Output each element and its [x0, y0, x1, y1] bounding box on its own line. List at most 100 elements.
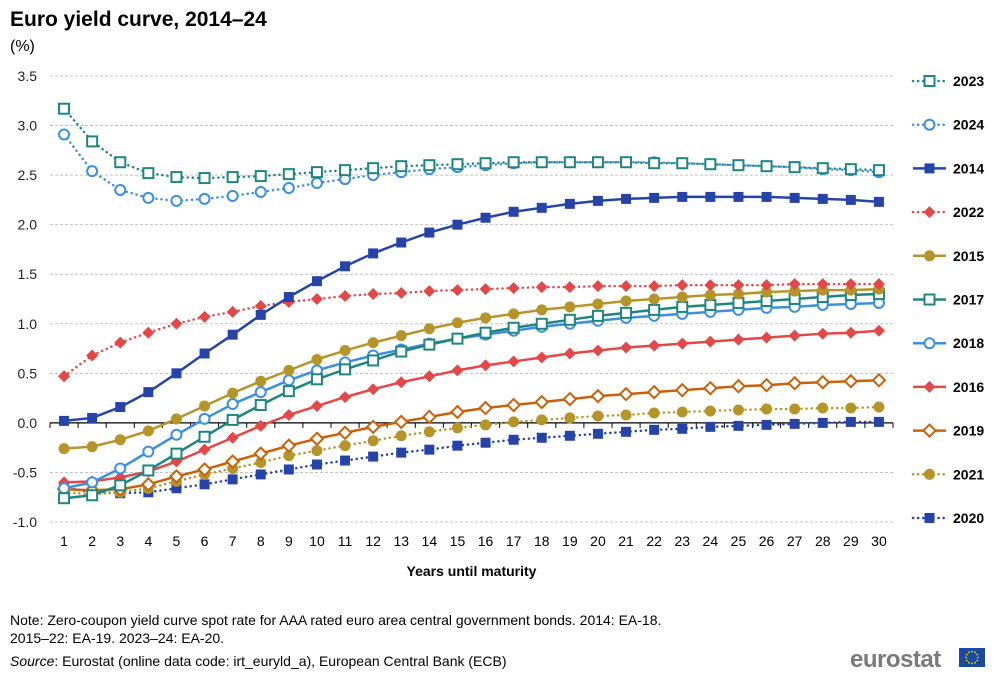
data-point-2019 [421, 409, 437, 425]
data-point-2020 [480, 437, 491, 448]
data-point-2015 [114, 434, 126, 446]
data-point-2018 [170, 428, 183, 441]
data-point-2016 [872, 324, 885, 337]
data-point-2017 [86, 489, 99, 502]
y-tick-label: 2.0 [18, 217, 38, 233]
data-point-2019 [534, 394, 550, 410]
data-point-2015 [283, 364, 295, 376]
data-point-2015 [451, 317, 463, 329]
data-point-2016 [423, 370, 436, 383]
legend-label: 2015 [953, 248, 984, 264]
data-point-2023 [620, 156, 633, 169]
data-point-2014 [199, 348, 210, 359]
data-point-2014 [311, 276, 322, 287]
legend-label: 2014 [953, 160, 984, 176]
data-point-2023 [310, 166, 323, 179]
legend-label: 2018 [953, 335, 984, 351]
data-point-2022 [620, 280, 633, 293]
data-point-2014 [677, 191, 688, 202]
data-point-2024 [58, 128, 71, 141]
data-point-2016 [732, 333, 745, 346]
legend-label: 2023 [953, 73, 984, 89]
data-point-2015 [648, 293, 660, 305]
data-point-2019 [815, 374, 831, 390]
data-point-2018 [198, 412, 211, 425]
data-point-2024 [142, 191, 155, 204]
data-point-2020 [227, 474, 238, 485]
data-point-2022 [760, 279, 773, 292]
data-point-2014 [171, 368, 182, 379]
data-point-2017 [535, 317, 548, 330]
x-tick-label: 9 [285, 533, 293, 549]
y-tick-label: -0.5 [13, 464, 37, 480]
y-tick-label: 3.0 [18, 118, 38, 134]
data-point-2017 [254, 399, 267, 412]
data-point-2015 [704, 289, 716, 301]
legend-label: 2022 [953, 204, 984, 220]
data-point-2021 [676, 406, 688, 418]
data-point-2019 [309, 431, 325, 447]
data-point-2016 [563, 347, 576, 360]
data-point-2019 [450, 404, 465, 420]
data-point-2018 [86, 476, 99, 489]
y-tick-label: 1.0 [18, 316, 38, 332]
legend-item-2016: 2016 [913, 379, 984, 395]
data-point-2024 [170, 194, 183, 207]
data-point-2016 [479, 359, 492, 372]
data-point-2020 [283, 464, 294, 475]
legend-marker [924, 468, 935, 480]
data-point-2019 [197, 462, 212, 477]
data-point-2019 [337, 425, 353, 441]
data-point-2017 [226, 413, 239, 426]
x-tick-label: 21 [618, 533, 634, 549]
data-point-2019 [365, 419, 381, 435]
x-tick-label: 17 [506, 533, 522, 549]
x-tick-label: 23 [674, 533, 690, 549]
data-point-2023 [114, 156, 127, 169]
x-tick-label: 18 [534, 533, 550, 549]
data-point-2017 [676, 300, 689, 313]
data-point-2018 [142, 445, 155, 458]
data-point-2023 [872, 164, 885, 177]
data-point-2021 [648, 407, 660, 419]
legend-label: 2016 [953, 379, 984, 395]
x-tick-label: 6 [201, 533, 209, 549]
data-point-2019 [478, 400, 493, 416]
legend-marker [923, 380, 936, 393]
data-point-2022 [704, 279, 717, 292]
y-tick-label: 0.5 [18, 365, 38, 381]
x-tick-label: 12 [365, 533, 381, 549]
legend-marker [922, 423, 937, 439]
data-point-2023 [142, 167, 155, 180]
data-point-2022 [591, 280, 604, 293]
data-point-2019 [562, 391, 578, 407]
data-point-2022 [844, 278, 857, 291]
data-point-2023 [451, 158, 464, 171]
data-point-2014 [592, 195, 603, 206]
data-point-2015 [170, 413, 182, 425]
x-tick-label: 10 [309, 533, 325, 549]
data-point-2020 [817, 417, 828, 428]
data-point-2016 [591, 344, 604, 357]
data-point-2022 [788, 278, 801, 291]
data-point-2016 [648, 339, 661, 352]
data-point-2023 [704, 158, 717, 171]
data-point-2022 [451, 284, 464, 297]
data-point-2017 [339, 363, 352, 376]
legend-label: 2024 [953, 117, 984, 133]
source-text: : Eurostat (online data code: irt_euryld… [54, 653, 507, 669]
data-point-2023 [226, 171, 239, 184]
data-point-2015 [423, 323, 435, 335]
data-point-2015 [142, 425, 154, 437]
y-tick-label: 0.0 [18, 415, 38, 431]
x-tick-label: 16 [478, 533, 494, 549]
data-point-2024 [310, 177, 323, 190]
x-tick-label: 15 [450, 533, 466, 549]
data-point-2020 [536, 432, 547, 443]
data-point-2019 [281, 438, 297, 454]
data-point-2016 [198, 443, 211, 456]
x-tick-label: 27 [787, 533, 803, 549]
data-point-2019 [618, 386, 634, 402]
x-tick-label: 1 [60, 533, 68, 549]
data-point-2015 [564, 301, 576, 313]
